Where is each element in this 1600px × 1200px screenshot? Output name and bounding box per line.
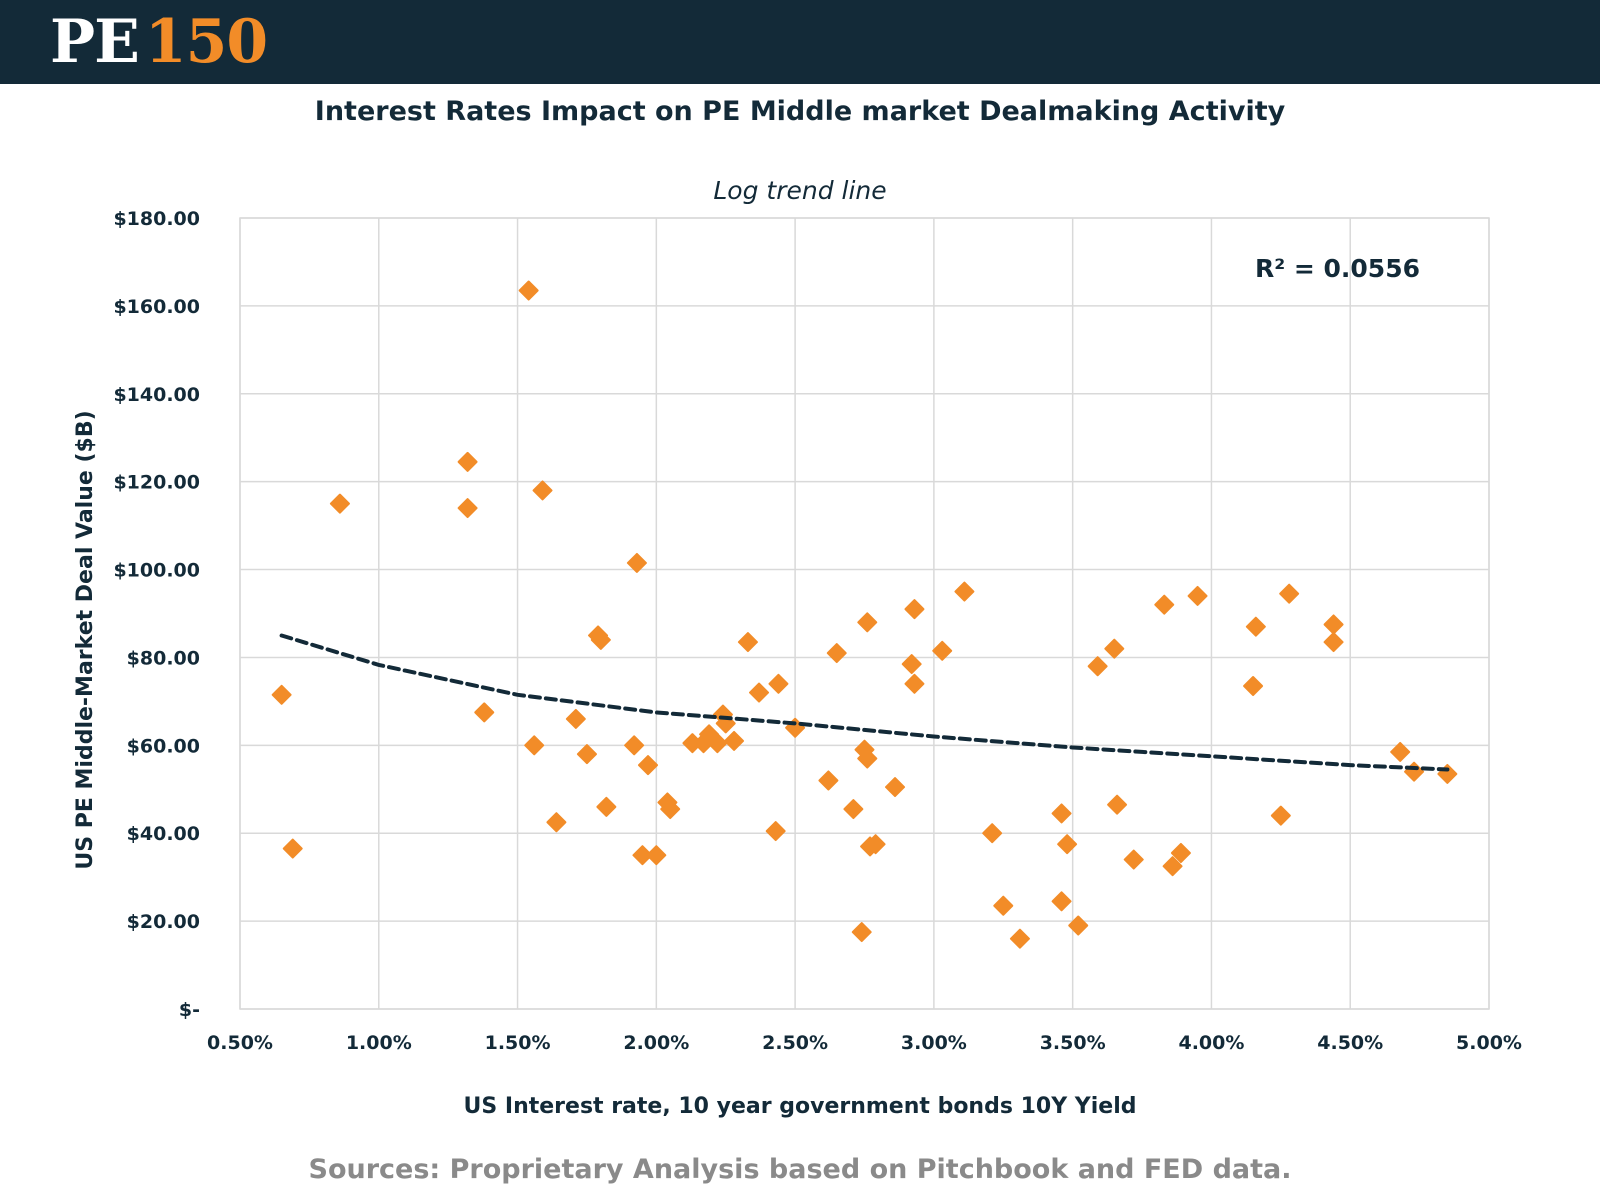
y-tick-label: $160.00 bbox=[113, 296, 200, 318]
data-point bbox=[737, 632, 758, 653]
data-point bbox=[843, 799, 864, 820]
data-point bbox=[768, 673, 789, 694]
y-tick-label: $180.00 bbox=[113, 208, 200, 230]
data-point bbox=[749, 682, 770, 703]
data-point bbox=[474, 702, 495, 723]
x-tick-label: 3.50% bbox=[1040, 1032, 1106, 1054]
data-point bbox=[546, 812, 567, 833]
chart-title: Interest Rates Impact on PE Middle marke… bbox=[314, 96, 1286, 127]
data-point bbox=[707, 733, 728, 754]
data-point bbox=[1187, 585, 1208, 606]
data-point bbox=[282, 838, 303, 859]
data-point bbox=[1323, 632, 1344, 653]
data-point bbox=[1123, 849, 1144, 870]
data-point bbox=[596, 796, 617, 817]
data-point bbox=[1154, 594, 1175, 615]
data-point bbox=[565, 708, 586, 729]
data-point bbox=[524, 735, 545, 756]
data-point bbox=[518, 280, 539, 301]
data-point bbox=[1162, 856, 1183, 877]
data-point bbox=[660, 799, 681, 820]
plot-area bbox=[239, 217, 1490, 1010]
data-point bbox=[646, 845, 667, 866]
y-tick-label: $80.00 bbox=[127, 647, 200, 669]
y-tick-label: $20.00 bbox=[127, 911, 200, 933]
data-point bbox=[632, 845, 653, 866]
data-point bbox=[457, 451, 478, 472]
data-point bbox=[982, 823, 1003, 844]
data-point bbox=[590, 629, 611, 650]
data-point bbox=[904, 673, 925, 694]
data-point bbox=[857, 748, 878, 769]
data-point bbox=[954, 581, 975, 602]
x-tick-label: 4.00% bbox=[1178, 1032, 1244, 1054]
x-tick-label: 2.50% bbox=[762, 1032, 828, 1054]
x-axis-label: US Interest rate, 10 year government bon… bbox=[464, 1094, 1137, 1119]
data-point bbox=[901, 654, 922, 675]
x-tick-label: 5.00% bbox=[1456, 1032, 1522, 1054]
data-point bbox=[457, 498, 478, 519]
x-tick-label: 4.50% bbox=[1317, 1032, 1383, 1054]
data-point bbox=[1107, 794, 1128, 815]
data-point bbox=[1243, 676, 1264, 697]
y-tick-label: $- bbox=[179, 999, 200, 1021]
data-point bbox=[932, 640, 953, 661]
x-tick-label: 1.50% bbox=[485, 1032, 551, 1054]
data-point bbox=[271, 684, 292, 705]
y-tick-label: $140.00 bbox=[113, 384, 200, 406]
data-point bbox=[851, 922, 872, 943]
y-tick-label: $100.00 bbox=[113, 560, 200, 582]
data-point bbox=[638, 755, 659, 776]
data-point bbox=[826, 643, 847, 664]
data-point bbox=[1390, 741, 1411, 762]
data-point bbox=[1245, 616, 1266, 637]
data-point bbox=[626, 552, 647, 573]
data-point bbox=[1270, 805, 1291, 826]
x-tick-label: 3.00% bbox=[901, 1032, 967, 1054]
x-tick-label: 0.50% bbox=[207, 1032, 273, 1054]
data-point bbox=[1057, 834, 1078, 855]
data-point bbox=[818, 770, 839, 791]
y-tick-label: $40.00 bbox=[127, 823, 200, 845]
pe150-logo: PE 150 bbox=[50, 6, 268, 78]
data-point bbox=[865, 834, 886, 855]
logo-number-text: 150 bbox=[144, 7, 268, 77]
data-point bbox=[885, 777, 906, 798]
logo-pe-text: PE bbox=[50, 7, 140, 77]
data-point bbox=[1051, 803, 1072, 824]
data-point bbox=[576, 744, 597, 765]
data-point bbox=[904, 599, 925, 620]
y-tick-label: $60.00 bbox=[127, 735, 200, 757]
data-point bbox=[724, 730, 745, 751]
data-point bbox=[329, 493, 350, 514]
data-point bbox=[532, 480, 553, 501]
x-tick-label: 1.00% bbox=[346, 1032, 412, 1054]
data-point bbox=[624, 735, 645, 756]
source-note: Sources: Proprietary Analysis based on P… bbox=[308, 1154, 1292, 1185]
data-point bbox=[857, 612, 878, 633]
data-point bbox=[1279, 583, 1300, 604]
data-point bbox=[1068, 915, 1089, 936]
data-point bbox=[1104, 638, 1125, 659]
data-point bbox=[993, 895, 1014, 916]
data-point bbox=[1009, 928, 1030, 949]
y-axis-label: US PE Middle-Market Deal Value ($B) bbox=[73, 410, 98, 869]
log-trendline bbox=[279, 633, 1450, 772]
data-point bbox=[1051, 891, 1072, 912]
data-point bbox=[1087, 656, 1108, 677]
x-tick-label: 2.00% bbox=[623, 1032, 689, 1054]
chart-subtitle: Log trend line bbox=[713, 176, 886, 205]
data-point bbox=[765, 821, 786, 842]
header-bar: PE 150 bbox=[0, 0, 1600, 84]
scatter-chart: $- $20.00 $40.00 $60.00 $80.00 $100.00 $120.00… bbox=[73, 176, 1522, 1119]
r-squared-label: R² = 0.0556 bbox=[1255, 254, 1420, 283]
y-tick-label: $120.00 bbox=[113, 472, 200, 494]
data-point bbox=[1170, 842, 1191, 863]
